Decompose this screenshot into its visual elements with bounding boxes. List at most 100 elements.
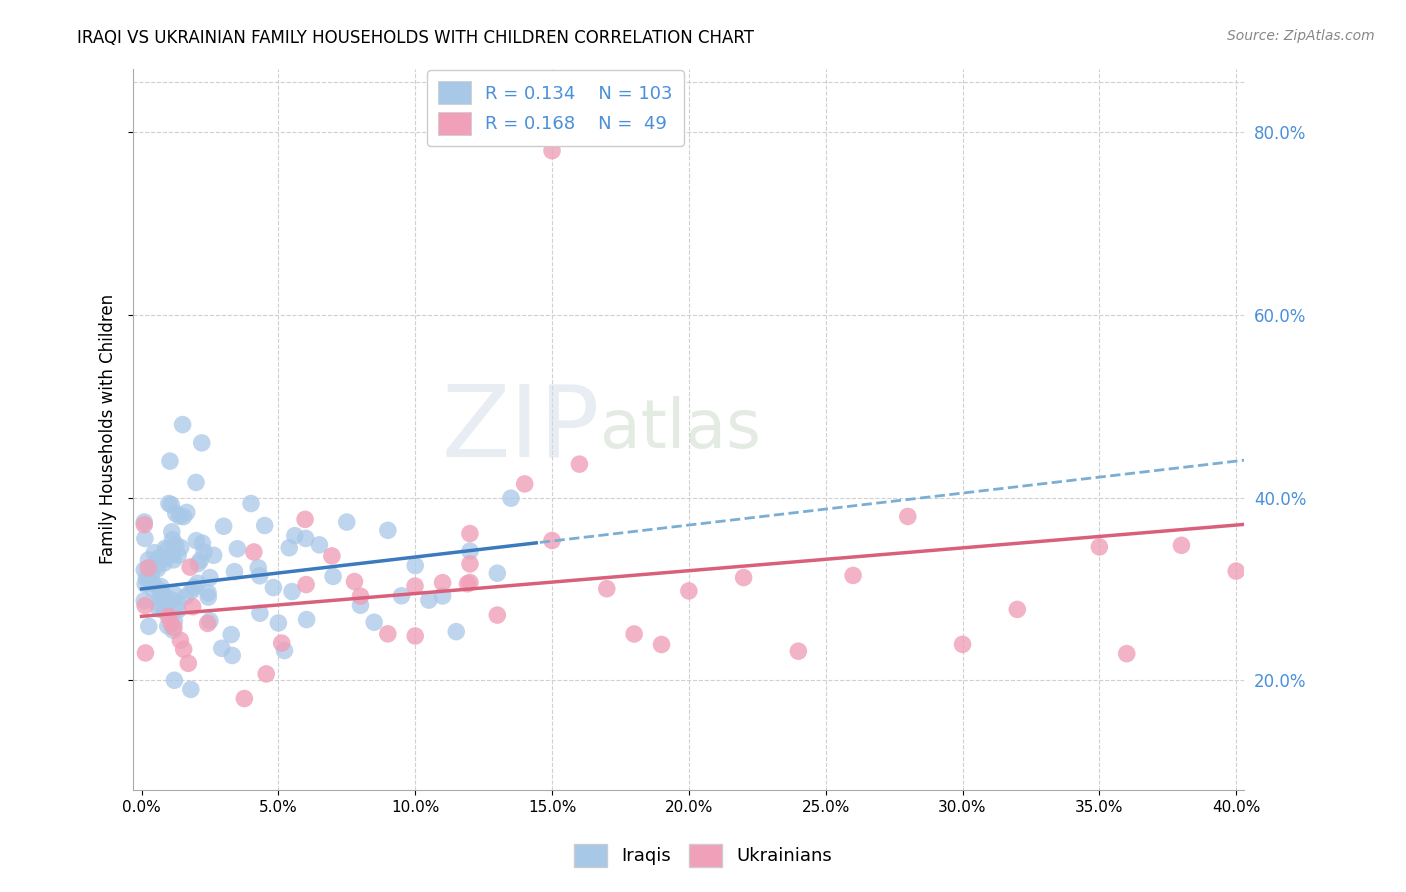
Point [148, 602, 170, 616]
Point [156, 542, 179, 557]
Point [1115, 647, 1137, 661]
Point [167, 596, 190, 610]
Point [486, 566, 509, 581]
Point [202, 549, 225, 563]
Point [446, 624, 468, 639]
Point [787, 644, 810, 658]
Point [363, 615, 385, 630]
Point [221, 648, 243, 663]
Point [142, 582, 165, 597]
Point [541, 144, 564, 158]
Point [219, 627, 242, 641]
Point [153, 556, 176, 570]
Point [184, 475, 207, 490]
Point [198, 614, 221, 628]
Point [169, 633, 191, 648]
Point [160, 616, 183, 631]
Point [136, 561, 159, 575]
Legend: R = 0.134    N = 103, R = 0.168    N =  49: R = 0.134 N = 103, R = 0.168 N = 49 [427, 70, 683, 145]
Point [149, 583, 172, 598]
Point [418, 593, 440, 607]
Point [188, 553, 211, 567]
Point [1007, 602, 1029, 616]
Point [267, 615, 290, 630]
Point [198, 570, 221, 584]
Point [138, 619, 160, 633]
Point [322, 569, 344, 583]
Point [134, 646, 156, 660]
Point [148, 551, 170, 566]
Point [294, 532, 316, 546]
Point [513, 476, 536, 491]
Point [162, 623, 184, 637]
Point [457, 576, 479, 591]
Point [143, 559, 166, 574]
Point [377, 524, 399, 538]
Point [169, 509, 191, 524]
Point [153, 552, 176, 566]
Point [172, 509, 194, 524]
Y-axis label: Family Households with Children: Family Households with Children [100, 294, 117, 565]
Point [842, 568, 865, 582]
Point [404, 558, 426, 573]
Point [163, 588, 186, 602]
Point [187, 576, 209, 591]
Point [135, 571, 157, 585]
Point [249, 606, 271, 620]
Point [541, 533, 564, 548]
Point [160, 524, 183, 539]
Point [183, 580, 205, 594]
Point [733, 570, 755, 584]
Point [138, 571, 160, 585]
Point [432, 589, 454, 603]
Point [134, 593, 156, 607]
Point [153, 604, 176, 618]
Point [197, 616, 219, 631]
Point [134, 515, 156, 529]
Point [142, 576, 165, 591]
Point [952, 637, 974, 651]
Point [197, 586, 219, 600]
Text: atlas: atlas [600, 396, 761, 462]
Point [499, 491, 522, 506]
Point [167, 548, 190, 562]
Point [160, 548, 183, 562]
Point [176, 505, 198, 519]
Point [432, 575, 454, 590]
Point [143, 546, 166, 560]
Point [181, 599, 204, 614]
Point [170, 541, 193, 555]
Point [146, 562, 169, 576]
Point [458, 526, 481, 541]
Point [187, 557, 209, 571]
Point [278, 541, 301, 555]
Point [180, 682, 202, 697]
Point [336, 515, 359, 529]
Point [149, 591, 172, 606]
Point [233, 691, 256, 706]
Point [458, 544, 481, 558]
Point [134, 599, 156, 613]
Point [458, 557, 481, 571]
Point [273, 643, 295, 657]
Point [149, 580, 172, 594]
Point [157, 609, 180, 624]
Point [134, 517, 156, 532]
Text: IRAQI VS UKRAINIAN FAMILY HOUSEHOLDS WITH CHILDREN CORRELATION CHART: IRAQI VS UKRAINIAN FAMILY HOUSEHOLDS WIT… [77, 29, 755, 46]
Point [157, 496, 180, 510]
Point [1088, 540, 1111, 554]
Point [167, 603, 190, 617]
Point [179, 560, 201, 574]
Legend: Iraqis, Ukrainians: Iraqis, Ukrainians [567, 837, 839, 874]
Point [650, 638, 672, 652]
Point [163, 673, 186, 688]
Point [249, 568, 271, 582]
Point [897, 509, 920, 524]
Point [138, 553, 160, 567]
Point [254, 667, 277, 681]
Point [134, 532, 156, 546]
Point [162, 533, 184, 547]
Point [253, 518, 276, 533]
Point [156, 619, 179, 633]
Point [224, 565, 246, 579]
